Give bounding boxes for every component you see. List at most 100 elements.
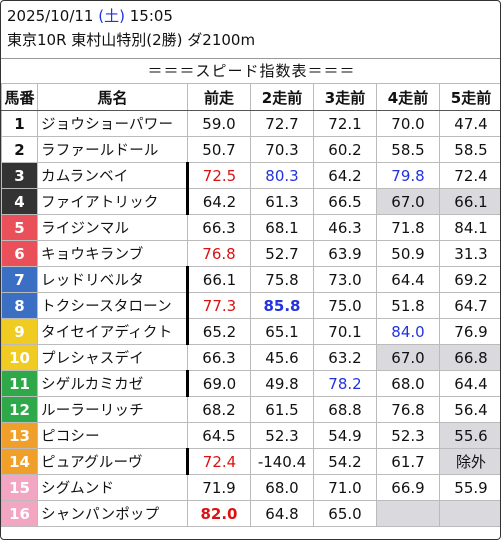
index-value: 71.9 bbox=[187, 474, 251, 501]
horse-name: ピュアグルーヴ bbox=[37, 448, 188, 475]
table-row: 10 プレシャスデイ 66.3 45.6 63.2 67.0 66.8 bbox=[1, 344, 500, 371]
index-value: 71.8 bbox=[376, 214, 440, 241]
index-value: 55.9 bbox=[439, 474, 500, 501]
horse-number: 15 bbox=[1, 474, 38, 501]
table-row: 12 ルーラーリッチ 68.2 61.5 68.8 76.8 56.4 bbox=[1, 396, 500, 423]
table-row: 1 ジョウショーパワー 59.0 72.7 72.1 70.0 47.4 bbox=[1, 110, 500, 137]
table-subtitle: ＝＝＝スピード指数表＝＝＝ bbox=[1, 58, 500, 83]
index-value: 65.1 bbox=[250, 318, 314, 345]
col-header-last: 前走 bbox=[187, 83, 251, 111]
horse-number: 10 bbox=[1, 344, 38, 371]
col-header-4-ago: 4走前 bbox=[376, 83, 440, 111]
horse-name: タイセイアディクト bbox=[37, 318, 188, 345]
index-value: 72.4 bbox=[439, 162, 500, 189]
index-value: 66.1 bbox=[186, 266, 251, 293]
index-value: 78.2 bbox=[313, 370, 377, 397]
index-value: 68.1 bbox=[250, 214, 314, 241]
index-value: 76.9 bbox=[439, 318, 500, 345]
horse-name: レッドリベルタ bbox=[37, 266, 188, 293]
horse-number: 12 bbox=[1, 396, 38, 423]
index-value: 45.6 bbox=[250, 344, 314, 371]
race-weekday: (土) bbox=[98, 7, 125, 25]
index-value: 85.8 bbox=[250, 292, 314, 319]
index-value: 75.0 bbox=[313, 292, 377, 319]
index-value: 70.0 bbox=[376, 110, 440, 137]
index-value bbox=[376, 500, 440, 527]
index-value: 66.3 bbox=[187, 344, 251, 371]
horse-number: 6 bbox=[1, 240, 38, 267]
index-value: 76.8 bbox=[376, 396, 440, 423]
index-value: -140.4 bbox=[250, 448, 314, 475]
index-value: 75.8 bbox=[250, 266, 314, 293]
index-value bbox=[439, 500, 500, 527]
index-value: 68.0 bbox=[250, 474, 314, 501]
race-title: 東京10R 東村山特別(2勝) ダ2100m bbox=[7, 31, 256, 49]
index-value: 76.8 bbox=[187, 240, 251, 267]
table-row: 9 タイセイアディクト 65.2 65.1 70.1 84.0 76.9 bbox=[1, 318, 500, 345]
index-value: 65.2 bbox=[186, 318, 251, 345]
index-value: 66.9 bbox=[376, 474, 440, 501]
horse-number: 4 bbox=[1, 188, 38, 215]
index-value: 55.6 bbox=[439, 422, 500, 449]
index-value: 63.9 bbox=[313, 240, 377, 267]
index-value: 47.4 bbox=[439, 110, 500, 137]
horse-number: 8 bbox=[1, 292, 38, 319]
race-time: 15:05 bbox=[129, 7, 173, 25]
col-header-number: 馬番 bbox=[1, 83, 38, 111]
index-value: 64.4 bbox=[439, 370, 500, 397]
index-value: 73.0 bbox=[313, 266, 377, 293]
table-row: 16 シャンパンポップ 82.0 64.8 65.0 bbox=[1, 500, 500, 527]
header-row: 馬番 馬名 前走 2走前 3走前 4走前 5走前 bbox=[1, 83, 500, 111]
index-value: 64.2 bbox=[313, 162, 377, 189]
index-value: 66.1 bbox=[439, 188, 500, 215]
horse-number: 7 bbox=[1, 266, 38, 293]
index-value: 49.8 bbox=[250, 370, 314, 397]
index-value: 56.4 bbox=[439, 396, 500, 423]
speed-index-table: 馬番 馬名 前走 2走前 3走前 4走前 5走前 1 ジョウショーパワー 59.… bbox=[1, 83, 500, 527]
horse-number: 1 bbox=[1, 110, 38, 137]
horse-name: シャンパンポップ bbox=[37, 500, 188, 527]
index-value: 82.0 bbox=[187, 500, 251, 527]
table-row: 11 シゲルカミカゼ 69.0 49.8 78.2 68.0 64.4 bbox=[1, 370, 500, 397]
table-row: 13 ピコシー 64.5 52.3 54.9 52.3 55.6 bbox=[1, 422, 500, 449]
index-value: 59.0 bbox=[187, 110, 251, 137]
index-value: 72.5 bbox=[186, 162, 251, 189]
horse-name: ピコシー bbox=[37, 422, 188, 449]
index-value: 50.9 bbox=[376, 240, 440, 267]
index-value: 84.0 bbox=[376, 318, 440, 345]
index-value: 61.7 bbox=[376, 448, 440, 475]
index-value: 60.2 bbox=[313, 136, 377, 163]
index-value: 63.2 bbox=[313, 344, 377, 371]
index-value: 72.7 bbox=[250, 110, 314, 137]
horse-number: 11 bbox=[1, 370, 38, 397]
index-value: 66.8 bbox=[439, 344, 500, 371]
index-value: 64.4 bbox=[376, 266, 440, 293]
table-row: 3 カムランベイ 72.5 80.3 64.2 79.8 72.4 bbox=[1, 162, 500, 189]
table-row: 2 ラファールドール 50.7 70.3 60.2 58.5 58.5 bbox=[1, 136, 500, 163]
index-value: 66.5 bbox=[313, 188, 377, 215]
table-row: 5 ライジンマル 66.3 68.1 46.3 71.8 84.1 bbox=[1, 214, 500, 241]
horse-number: 13 bbox=[1, 422, 38, 449]
horse-name: トクシースタローン bbox=[37, 292, 188, 319]
index-value: 72.4 bbox=[186, 448, 251, 475]
table-row: 15 シグムンド 71.9 68.0 71.0 66.9 55.9 bbox=[1, 474, 500, 501]
index-value: 61.3 bbox=[250, 188, 314, 215]
index-value: 68.8 bbox=[313, 396, 377, 423]
index-value: 77.3 bbox=[186, 292, 251, 319]
index-value: 31.3 bbox=[439, 240, 500, 267]
horse-name: シグムンド bbox=[37, 474, 188, 501]
horse-name: ジョウショーパワー bbox=[37, 110, 188, 137]
index-value: 84.1 bbox=[439, 214, 500, 241]
index-value: 64.5 bbox=[187, 422, 251, 449]
index-value: 72.1 bbox=[313, 110, 377, 137]
index-value: 69.0 bbox=[186, 370, 251, 397]
col-header-name: 馬名 bbox=[37, 83, 188, 111]
index-value: 67.0 bbox=[376, 188, 440, 215]
index-value: 46.3 bbox=[313, 214, 377, 241]
col-header-2-ago: 2走前 bbox=[250, 83, 314, 111]
horse-name: ルーラーリッチ bbox=[37, 396, 188, 423]
horse-number: 9 bbox=[1, 318, 38, 345]
horse-number: 14 bbox=[1, 448, 38, 475]
index-value: 68.2 bbox=[187, 396, 251, 423]
index-value: 70.1 bbox=[313, 318, 377, 345]
